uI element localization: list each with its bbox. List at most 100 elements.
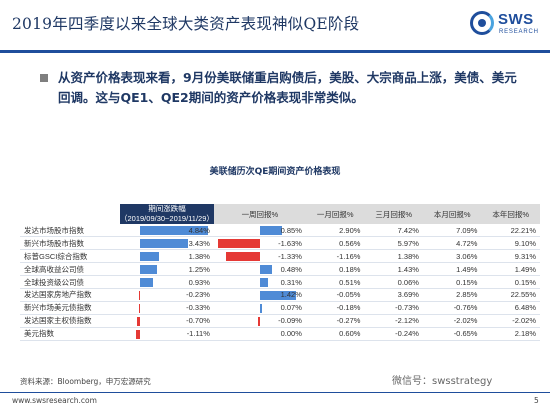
table-header-row: 期间涨跌幅 （2019/09/30~2019/11/29） 一周回报% 一月回报…: [20, 204, 540, 224]
week-value: -0.09%: [278, 316, 302, 326]
week-bar-cell: 0.07%: [213, 301, 306, 315]
week-bar-cell: 0.31%: [213, 275, 306, 289]
month-cell: 2.90%: [305, 224, 365, 238]
week-bar-cell: 0.85%: [213, 224, 306, 238]
week-column-header: 一周回报%: [213, 204, 306, 224]
table-row: 发达国家房地产指数 -0.23% 1.42% -0.05% 3.69% 2.85% 22.5…: [20, 288, 540, 302]
table-title: 美联储历次QE期间资产价格表现: [209, 167, 341, 177]
mtd-cell: 4.72%: [422, 236, 482, 251]
three-month-column-header: 三月回报%: [364, 204, 423, 224]
month-cell: -0.05%: [305, 288, 365, 302]
three-month-cell: 1.43%: [364, 262, 423, 277]
table-row: 全球投资级公司债 0.93% 0.31% 0.51% 0.06% 0.15% 0.15%: [20, 275, 540, 289]
month-cell: -1.16%: [305, 249, 365, 264]
square-bullet-icon: [38, 72, 52, 86]
week-value: 1.42%: [280, 290, 302, 300]
week-bar: [259, 290, 297, 300]
table-row: 发达市场股市指数 4.84% 0.85% 2.90% 7.42% 7.09% 22.21%: [20, 224, 540, 238]
mtd-cell: 0.15%: [422, 275, 482, 289]
mtd-cell: 1.49%: [422, 262, 482, 277]
period-bar-cell: 4.84%: [120, 224, 214, 238]
period-value: -0.33%: [186, 303, 210, 313]
period-bar: [139, 239, 189, 249]
period-bar-cell: 1.38%: [120, 249, 214, 264]
source-note: 资料来源：Bloomberg，申万宏源研究: [20, 377, 151, 386]
logo-subtext: RESEARCH: [499, 29, 539, 35]
slide-header: 2019年四季度以来全球大类资产表现神似QE阶段 SWS RESEARCH: [0, 0, 550, 50]
table-row: 新兴市场美元债指数 -0.33% 0.07% -0.18% -0.73% -0.76% 6.…: [20, 301, 540, 315]
week-value: -1.33%: [278, 251, 302, 261]
three-month-cell: 0.06%: [364, 275, 423, 289]
asset-column-header: [20, 204, 120, 224]
period-header-line2: （2019/09/30~2019/11/29）: [120, 214, 214, 223]
period-value: -1.11%: [186, 329, 210, 339]
sws-logo-icon: [470, 11, 494, 35]
asset-returns-table: 期间涨跌幅 （2019/09/30~2019/11/29） 一周回报% 一月回报…: [20, 204, 540, 341]
three-month-cell: -2.12%: [364, 314, 423, 328]
mtd-cell: 7.09%: [422, 224, 482, 238]
period-bar-cell: 1.25%: [120, 262, 214, 277]
month-cell: 0.18%: [305, 262, 365, 277]
week-bar: [259, 226, 282, 235]
ytd-cell: 22.55%: [481, 288, 540, 302]
sws-logo: SWS RESEARCH: [470, 9, 542, 39]
week-value: -1.63%: [278, 238, 302, 248]
ytd-cell: 9.31%: [481, 249, 540, 264]
period-value: 1.25%: [188, 264, 210, 274]
week-bar: [259, 278, 268, 288]
month-cell: -0.18%: [305, 301, 365, 315]
mtd-cell: -0.76%: [422, 301, 482, 315]
page-number: 5: [534, 396, 539, 405]
week-bar-cell: -0.09%: [213, 314, 306, 328]
period-bar-cell: -1.11%: [120, 327, 214, 341]
asset-name-cell: 美元指数: [20, 327, 120, 341]
ytd-column-header: 本年回报%: [481, 204, 540, 224]
wechat-watermark: 微信号：swsstrategy: [392, 376, 493, 387]
period-bar-cell: 0.93%: [120, 275, 214, 289]
mtd-column-header: 本月回报%: [422, 204, 482, 224]
week-value: 0.48%: [280, 264, 302, 274]
asset-name-cell: 标普GSCI综合指数: [20, 249, 120, 264]
period-bar: [139, 226, 208, 235]
intro-paragraph: 从资产价格表现来看，9月份美联储重启购债后，美股、大宗商品上涨，美债、美元回调。…: [58, 70, 517, 105]
period-bar: [139, 278, 153, 288]
period-bar: [138, 290, 140, 300]
asset-name-cell: 发达国家房地产指数: [20, 288, 120, 302]
week-bar: [259, 265, 273, 275]
week-bar: [225, 252, 260, 262]
month-cell: -0.27%: [305, 314, 365, 328]
ytd-cell: 1.49%: [481, 262, 540, 277]
asset-name-cell: 全球投资级公司债: [20, 275, 120, 289]
ytd-cell: 2.18%: [481, 327, 540, 341]
period-column-header: 期间涨跌幅 （2019/09/30~2019/11/29）: [120, 204, 214, 224]
week-value: 0.00%: [280, 329, 302, 339]
week-bar-cell: -1.63%: [213, 236, 306, 251]
period-value: 4.84%: [188, 225, 210, 235]
period-bar-cell: -0.70%: [120, 314, 214, 328]
month-column-header: 一月回报%: [305, 204, 365, 224]
period-bar: [138, 303, 140, 313]
period-value: 3.43%: [188, 238, 210, 248]
table-row: 全球高收益公司债 1.25% 0.48% 0.18% 1.43% 1.49% 1.49%: [20, 262, 540, 277]
logo-text: SWS: [498, 11, 534, 28]
mtd-cell: -2.02%: [422, 314, 482, 328]
month-cell: 0.56%: [305, 236, 365, 251]
table-row: 新兴市场股市指数 3.43% -1.63% 0.56% 5.97% 4.72% 9.10%: [20, 236, 540, 251]
period-header-line1: 期间涨跌幅: [148, 204, 186, 213]
header-divider: [0, 50, 550, 53]
period-bar: [137, 316, 140, 326]
mtd-cell: 2.85%: [422, 288, 482, 302]
three-month-cell: 7.42%: [364, 224, 423, 238]
ytd-cell: 9.10%: [481, 236, 540, 251]
week-bar-cell: 0.00%: [213, 327, 306, 341]
week-bar-cell: -1.33%: [213, 249, 306, 264]
week-bar: [217, 239, 260, 249]
footer-url: www.swsresearch.com: [12, 396, 97, 405]
ytd-cell: 22.21%: [481, 224, 540, 238]
week-bar: [257, 316, 260, 326]
asset-name-cell: 发达市场股市指数: [20, 224, 120, 238]
three-month-cell: 1.38%: [364, 249, 423, 264]
table-row: 标普GSCI综合指数 1.38% -1.33% -1.16% 1.38% 3.06% 9.3…: [20, 249, 540, 264]
three-month-cell: -0.73%: [364, 301, 423, 315]
table-body: 发达市场股市指数 4.84% 0.85% 2.90% 7.42% 7.09% 22.21% 新…: [20, 224, 540, 341]
